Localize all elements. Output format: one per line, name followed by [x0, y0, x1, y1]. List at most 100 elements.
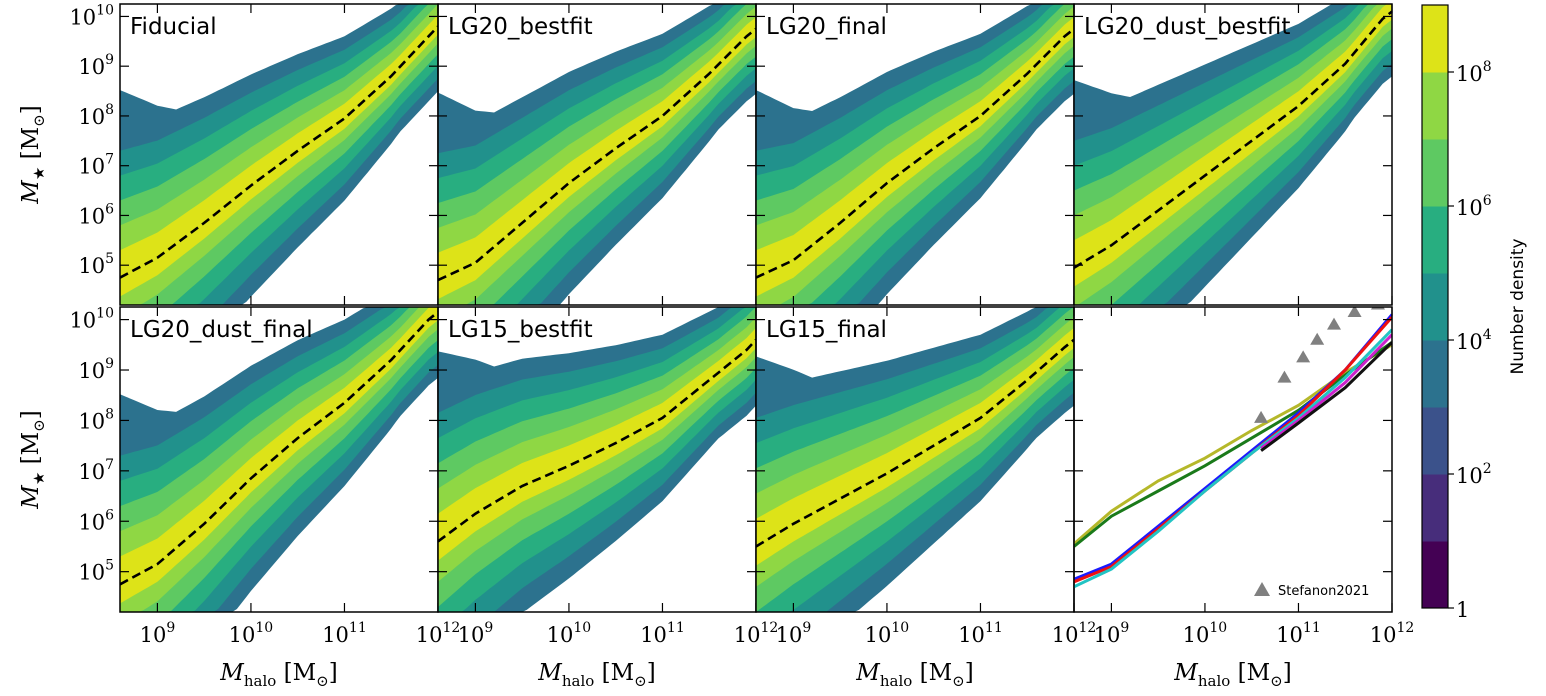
colorbar-level [1422, 5, 1448, 73]
density-band [756, 17, 1074, 297]
panel-lg15-final: LG15_final [755, 306, 1075, 613]
density-band [120, 307, 438, 604]
stefanon-marker [1277, 370, 1292, 383]
stefanon-marker [1296, 350, 1311, 363]
density-band [1074, 4, 1392, 287]
colorbar-tick-label: 1 [1456, 598, 1469, 622]
stefanon-marker [1310, 332, 1325, 345]
median-curve [756, 338, 1074, 548]
x-tick-label: 1012 [734, 620, 779, 647]
x-tick-label: 109 [140, 620, 176, 647]
x-tick-label: 1010 [547, 620, 592, 647]
median-curve [438, 338, 756, 543]
x-axis-label: Mhalo [M⊙] [537, 660, 655, 690]
x-tick-label: 109 [776, 620, 812, 647]
x-tick-label: 109 [458, 620, 494, 647]
colorbar-tick-label: 108 [1456, 59, 1492, 86]
panel-lg20-final: LG20_final [755, 3, 1075, 306]
series-line-black [1260, 341, 1392, 452]
series-line-cyan [1074, 328, 1392, 589]
panel-title: LG20_dust_final [130, 317, 313, 343]
colorbar-level [1422, 407, 1448, 475]
series-line-magenta [1260, 333, 1392, 450]
legend-label: Stefanon2021 [1278, 584, 1369, 599]
x-tick-label: 1010 [865, 620, 910, 647]
x-tick-label: 1012 [1052, 620, 1097, 647]
colorbar-level [1422, 139, 1448, 207]
panel-lg15-bestfit: LG15_bestfit [437, 306, 757, 613]
y-tick-label: 106 [78, 201, 114, 228]
colorbar-tick-label: 106 [1456, 193, 1492, 220]
colorbar-level [1422, 474, 1448, 542]
panel-title: LG20_dust_bestfit [1084, 14, 1290, 40]
y-axis-label: M★ [M⊙] [18, 105, 48, 204]
density-map [756, 307, 1074, 612]
colorbar-label: Number density [1508, 238, 1528, 374]
panels-group: Fiducial LG20_bestfit LG20_final LG20_dust_… [119, 3, 1393, 613]
axis-labels-group: 105 106 107 108 109 1010 105 106 107 108 109 1010 10… [18, 2, 1414, 690]
panel-frame [1073, 306, 1393, 613]
x-axis-label: Mhalo [M⊙] [855, 660, 973, 690]
x-tick-label: 1011 [1276, 620, 1321, 647]
y-tick-label: 105 [78, 251, 114, 278]
colorbar-level [1422, 541, 1448, 609]
panel-frame [1073, 3, 1393, 306]
x-tick-label: 109 [1094, 620, 1130, 647]
density-band [120, 14, 438, 297]
density-band [438, 17, 756, 299]
y-tick-label: 109 [78, 52, 114, 79]
panel-lg20-bestfit: LG20_bestfit [437, 3, 757, 306]
panel-title: LG15_final [766, 317, 887, 343]
ticks [756, 307, 1075, 612]
x-tick-label: 1010 [229, 620, 274, 647]
panel-title: LG15_bestfit [448, 317, 593, 343]
x-tick-label: 1012 [416, 620, 461, 647]
y-tick-label: 105 [78, 558, 114, 585]
x-tick-label: 1012 [1370, 620, 1415, 647]
density-map [438, 4, 756, 305]
y-tick-label: 108 [78, 406, 114, 433]
y-tick-label: 107 [78, 152, 114, 179]
density-map [756, 4, 1074, 305]
colorbar-level [1422, 72, 1448, 140]
density-band [438, 327, 756, 561]
x-tick-label: 1010 [1183, 620, 1228, 647]
colorbar-level [1422, 340, 1448, 408]
x-axis-label: Mhalo [M⊙] [1173, 660, 1291, 690]
y-tick-label: 108 [78, 102, 114, 129]
median-curve [1074, 10, 1392, 269]
colorbar-level [1422, 206, 1448, 274]
stefanon-marker [1254, 410, 1269, 423]
median-curve [756, 27, 1074, 279]
median-curve [120, 310, 438, 586]
panel-title: Fiducial [130, 14, 217, 40]
density-map [120, 4, 438, 305]
colorbar-tick-label: 102 [1456, 461, 1492, 488]
median-curve [120, 25, 438, 279]
legend: Stefanon2021 [1254, 582, 1369, 599]
density-map [120, 307, 438, 612]
y-tick-label: 106 [78, 507, 114, 534]
legend-marker [1254, 582, 1270, 596]
median-curve [438, 27, 756, 282]
density-band [756, 327, 1074, 566]
colorbar-tick-label: 104 [1456, 327, 1492, 354]
colorbar-frame [1421, 4, 1449, 609]
panel-title: LG20_final [766, 14, 887, 40]
y-tick-label: 107 [78, 457, 114, 484]
panel-comparison: Stefanon2021 [1073, 306, 1393, 613]
series-line-green [1074, 341, 1392, 548]
x-tick-label: 1011 [958, 620, 1003, 647]
y-tick-label: 1010 [69, 2, 114, 29]
ticks [1074, 307, 1393, 612]
panel-lg20-dust-bestfit: LG20_dust_bestfit [1073, 3, 1393, 306]
x-tick-label: 1011 [640, 620, 685, 647]
stefanon-marker [1347, 307, 1362, 318]
y-tick-label: 109 [78, 356, 114, 383]
density-map [1074, 4, 1392, 305]
density-map [438, 307, 756, 612]
colorbar: 1 102 104 106 108 Number density [1421, 4, 1528, 622]
colorbar-level [1422, 273, 1448, 341]
panel-title: LG20_bestfit [448, 14, 593, 40]
